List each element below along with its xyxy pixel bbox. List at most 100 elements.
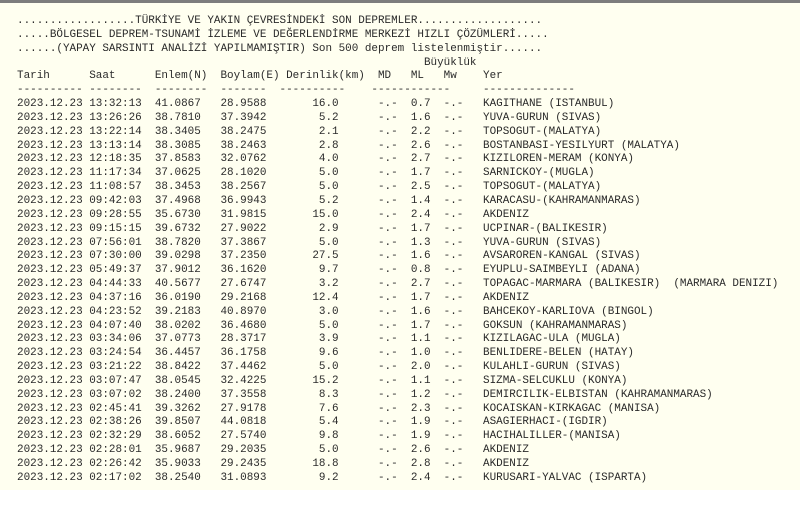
cell-lon: 27.9022 [220,222,267,235]
table-row: 2023.12.23 13:32:13 41.0867 28.9588 16.0 -.- 0… [17,98,797,112]
col-header-lon: Boylam(E) [220,70,280,83]
cell-place: AKDENIZ [483,458,529,470]
title-line-1: ..................TÜRKİYE VE YAKIN ÇEVRE… [17,15,543,27]
cell-depth: 3.0 [318,305,339,318]
cell-mw: -.- [443,291,464,304]
table-row: 2023.12.23 04:07:40 38.0202 36.4680 5.0 -.- 1.… [17,320,797,334]
cell-lon: 38.2475 [220,125,267,138]
cell-place: SIZMA-SELCUKLU (KONYA) [483,374,628,387]
cell-mw: -.- [443,388,464,401]
cell-lat: 38.8422 [154,361,201,374]
col-header-time: Saat [89,70,116,83]
cell-md: -.- [377,361,398,374]
cell-lon: 36.4680 [220,319,267,332]
cell-time: 02:32:29 [89,430,142,443]
cell-lat: 36.4457 [154,347,201,360]
cell-depth: 16.0 [312,98,339,111]
cell-mw: -.- [443,250,464,263]
table-row: 2023.12.23 03:21:22 38.8422 37.4462 5.0 -.- 2.… [17,361,797,375]
cell-place: BENLIDERE-BELEN (HATAY) [483,347,634,360]
cell-md: -.- [377,139,398,152]
cell-time: 09:15:15 [89,222,142,235]
cell-lon: 38.2567 [220,181,267,194]
cell-lon: 27.9178 [220,402,267,415]
cell-md: -.- [377,181,398,194]
cell-ml: 2.3 [410,402,431,415]
cell-lon: 28.9588 [220,98,267,111]
cell-date: 2023.12.23 [17,374,83,387]
cell-ml: 1.6 [410,250,431,263]
cell-md: -.- [377,194,398,207]
cell-ml: 1.9 [410,416,431,429]
title-line-2: .....BÖLGESEL DEPREM-TSUNAMİ İZLEME VE D… [17,28,549,41]
cell-lon: 36.1758 [220,347,267,360]
cell-mw: -.- [443,194,464,207]
cell-depth: 9.8 [318,430,339,443]
cell-lat: 36.0190 [154,291,201,304]
cell-time: 04:44:33 [89,278,142,291]
magnitude-group-label: Büyüklük [423,56,477,69]
cell-lat: 39.0298 [154,250,201,263]
cell-depth: 7.6 [318,402,339,415]
cell-lon: 37.3867 [220,236,267,249]
cell-lon: 44.0818 [220,416,267,429]
cell-date: 2023.12.23 [17,264,83,277]
cell-ml: 1.4 [410,194,431,207]
cell-lon: 29.2435 [220,458,267,470]
cell-mw: -.- [443,139,464,152]
cell-ml: 1.1 [410,333,431,346]
cell-lon: 27.6747 [220,278,267,291]
cell-date: 2023.12.23 [17,430,83,443]
cell-lat: 35.9033 [154,458,201,470]
cell-time: 13:32:13 [89,98,142,111]
col-header-lat: Enlem(N) [154,70,208,83]
cell-lat: 37.0625 [154,167,201,180]
cell-date: 2023.12.23 [17,471,83,484]
cell-date: 2023.12.23 [17,250,83,263]
cell-time: 03:07:02 [89,388,142,401]
cell-lon: 29.2168 [220,291,267,304]
cell-date: 2023.12.23 [17,111,83,124]
cell-mw: -.- [443,305,464,318]
cell-lon: 28.3717 [220,333,267,346]
cell-depth: 2.1 [318,125,339,138]
table-row: 2023.12.23 02:17:02 38.2540 31.0893 9.2 -.- 2.… [17,472,797,486]
cell-md: -.- [377,333,398,346]
cell-place: TOPSOGUT-(MALATYA) [483,181,602,194]
cell-time: 07:56:01 [89,236,142,249]
cell-md: -.- [377,208,398,221]
cell-time: 09:28:55 [89,208,142,221]
cell-ml: 1.1 [410,374,431,387]
cell-lat: 38.2540 [154,471,201,484]
cell-date: 2023.12.23 [17,98,83,111]
cell-ml: 1.2 [410,388,431,401]
cell-lat: 38.7810 [154,111,201,124]
table-row: 2023.12.23 13:26:26 38.7810 37.3942 5.2 -.- 1.… [17,112,797,126]
cell-place: KOCAISKAN-KIRKAGAC (MANISA) [483,402,661,415]
cell-md: -.- [377,236,398,249]
cell-lon: 29.2035 [220,444,267,457]
cell-place: HACIHALILLER-(MANISA) [483,430,621,443]
cell-md: -.- [377,402,398,415]
cell-lat: 38.3085 [154,139,201,152]
cell-md: -.- [377,153,398,166]
cell-place: AKDENIZ [483,208,529,221]
cell-depth: 5.0 [318,167,339,180]
cell-place: GOKSUN (KAHRAMANMARAS) [483,319,628,332]
cell-depth: 5.2 [318,111,339,124]
cell-date: 2023.12.23 [17,222,83,235]
window-top-border [0,0,800,3]
cell-time: 02:28:01 [89,444,142,457]
cell-time: 02:45:41 [89,402,142,415]
table-row: 2023.12.23 11:17:34 37.0625 28.1020 5.0 -.- 1.… [17,167,797,181]
cell-ml: 2.4 [410,208,431,221]
table-row: 2023.12.23 02:38:26 39.8507 44.0818 5.4 -.- 1.… [17,416,797,430]
cell-date: 2023.12.23 [17,319,83,332]
cell-depth: 5.4 [318,416,339,429]
cell-date: 2023.12.23 [17,125,83,138]
cell-place: AVSAROREN-KANGAL (SIVAS) [483,250,641,263]
col-header-date: Tarih [17,70,50,83]
cell-depth: 3.2 [318,278,339,291]
cell-date: 2023.12.23 [17,208,83,221]
cell-time: 03:07:47 [89,374,142,387]
